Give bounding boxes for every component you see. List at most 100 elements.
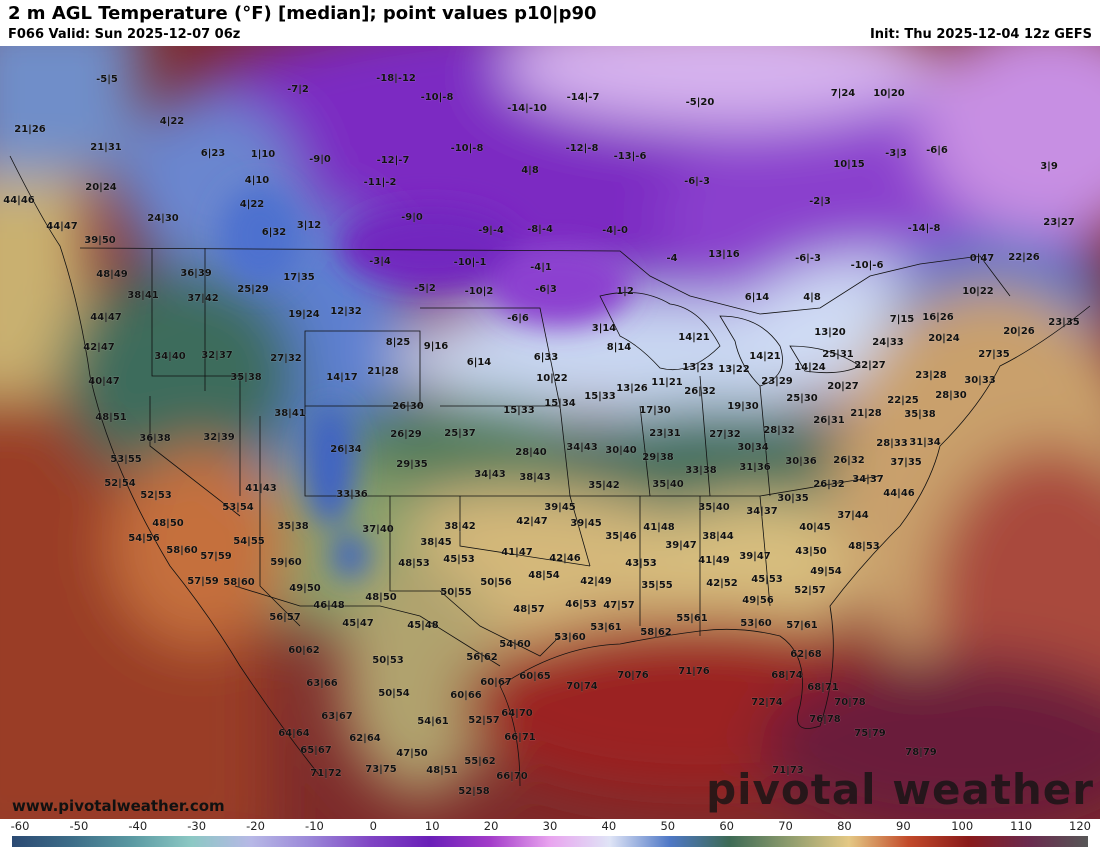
point-value: 6|14 [745,292,770,303]
point-value: 73|75 [365,764,397,775]
point-value: 64|70 [501,708,533,719]
point-value: -3|3 [885,148,907,159]
temperature-map[interactable]: -5|5 -7|2 -18|-12 -10|-8 -14|-10 -14|-7 -5|20 7… [0,46,1100,819]
point-value: 17|30 [639,405,671,416]
point-value: -6|-3 [684,176,710,187]
point-value: 44|46 [883,488,915,499]
point-value: 29|35 [396,459,428,470]
point-value: 35|55 [641,580,673,591]
point-value: 57|59 [200,551,232,562]
colorbar-tick-label: -50 [69,819,89,833]
point-value: 35|38 [230,372,262,383]
point-value: 13|26 [616,383,648,394]
point-value: 49|50 [289,583,321,594]
point-value: 26|32 [813,479,845,490]
point-value: 44|46 [3,195,35,206]
point-value: 10|20 [873,88,905,99]
point-value: 25|31 [822,349,854,360]
point-value: 38|41 [127,290,159,301]
point-value: 19|24 [288,309,320,320]
point-value: 70|76 [617,670,649,681]
point-value: 48|51 [426,765,458,776]
point-value: 35|40 [698,502,730,513]
point-value: 40|45 [799,522,831,533]
point-value: 25|29 [237,284,269,295]
point-value: 27|32 [270,353,302,364]
point-value: 71|73 [772,765,804,776]
point-value: 8|14 [607,342,632,353]
point-value: 60|65 [519,671,551,682]
source-url[interactable]: www.pivotalweather.com [12,797,225,815]
point-value: 28|40 [515,447,547,458]
point-value: 7|15 [890,314,915,325]
point-value: 56|62 [466,652,498,663]
point-value: 21|31 [90,142,122,153]
point-value: 40|47 [88,376,120,387]
point-value: 35|46 [605,531,637,542]
point-value: 49|56 [742,595,774,606]
point-value: 52|58 [458,786,490,797]
point-value: -14|-7 [567,92,600,103]
point-value: 11|21 [651,377,683,388]
point-value: 47|50 [396,748,428,759]
brand-logo: pivotal weather [706,765,1094,814]
point-value: 25|37 [444,428,476,439]
point-value: 26|29 [390,429,422,440]
point-value: 32|37 [201,350,233,361]
point-value: 13|22 [718,364,750,375]
colorbar-tick-label: 110 [1010,819,1033,833]
point-value: 71|72 [310,768,342,779]
point-value: 50|56 [480,577,512,588]
point-value: -5|5 [96,74,118,85]
point-value: 35|40 [652,479,684,490]
point-value: 70|74 [566,681,598,692]
colorbar-tick-label: 100 [951,819,974,833]
point-value: 22|25 [887,395,919,406]
point-value: 28|33 [876,438,908,449]
point-value: 9|16 [424,341,449,352]
point-value: 24|33 [872,337,904,348]
point-value: 22|26 [1008,252,1040,263]
point-value: 37|35 [890,457,922,468]
point-value: 41|47 [501,547,533,558]
point-value: 53|54 [222,502,254,513]
point-value: -2|3 [809,196,831,207]
valid-time: F066 Valid: Sun 2025-12-07 06z [8,27,241,42]
point-value: -7|2 [287,84,309,95]
point-value: 62|64 [349,733,381,744]
point-value: 53|60 [740,618,772,629]
point-value: 4|8 [803,292,821,303]
point-value: 60|67 [480,677,512,688]
colorbar-strip [12,836,1088,847]
point-value: 50|53 [372,655,404,666]
point-value: 42|52 [706,578,738,589]
point-value: 41|48 [643,522,675,533]
point-value: 71|76 [678,666,710,677]
point-value: -3|4 [369,256,391,267]
point-value: 23|27 [1043,217,1075,228]
point-value: -10|-8 [451,143,484,154]
point-value: 53|61 [590,622,622,633]
point-value: 52|57 [794,585,826,596]
point-value: -8|-4 [527,224,553,235]
point-value: 35|42 [588,480,620,491]
map-title: 2 m AGL Temperature (°F) [median]; point… [8,3,597,24]
point-value: 42|46 [549,553,581,564]
colorbar-rect [12,836,1088,847]
point-value: 38|43 [519,472,551,483]
point-value: 38|44 [702,531,734,542]
point-value: 33|38 [685,465,717,476]
point-value: 39|50 [84,235,116,246]
point-value: 47|57 [603,600,635,611]
point-value: 4|22 [160,116,185,127]
point-value: -13|-6 [614,151,647,162]
point-value: 70|78 [834,697,866,708]
point-value: 42|47 [83,342,115,353]
point-value: -4 [666,253,677,264]
point-value: 68|71 [807,682,839,693]
point-value: -10|2 [465,286,494,297]
point-value: 54|60 [499,639,531,650]
point-value: 50|54 [378,688,410,699]
point-value: 32|39 [203,432,235,443]
point-value: -4|-0 [602,225,628,236]
